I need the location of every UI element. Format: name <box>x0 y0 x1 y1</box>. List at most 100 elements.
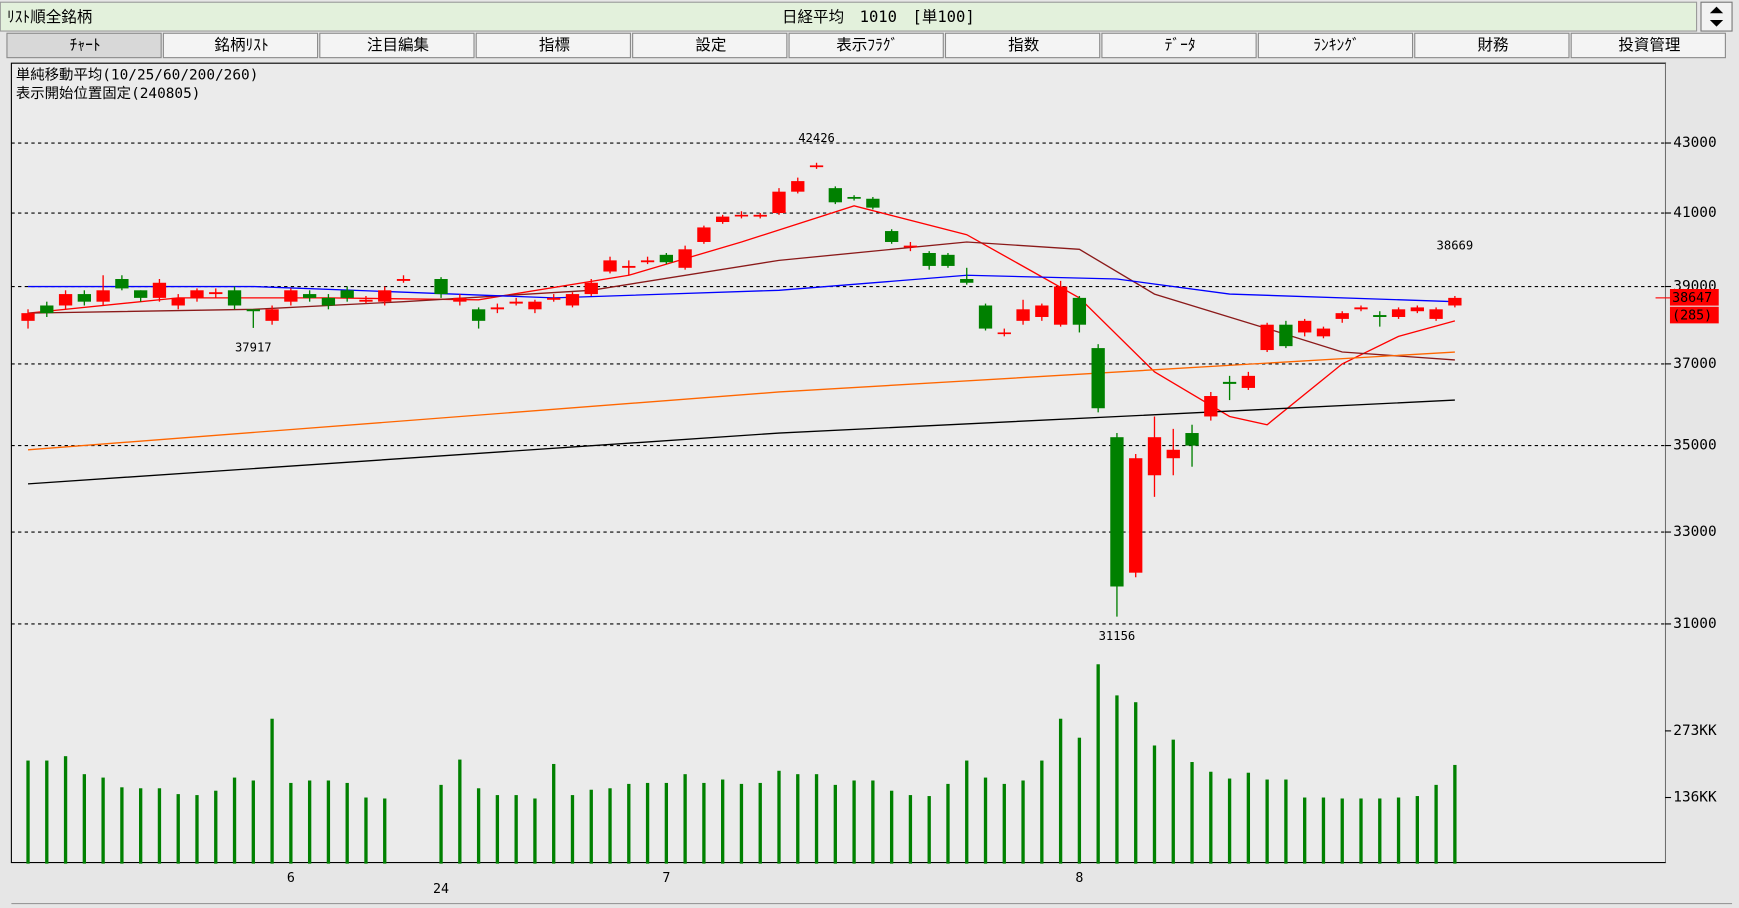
tab-label[interactable]: ﾃﾞｰﾀ <box>1165 36 1196 54</box>
tab-frame[interactable] <box>1257 32 1414 59</box>
candle-body <box>847 196 861 199</box>
tab-label[interactable]: 注目編集 <box>367 36 430 54</box>
candle-body <box>302 294 317 298</box>
volume-bar <box>1021 780 1025 864</box>
tab-frame[interactable] <box>1414 32 1570 59</box>
tab[interactable]: 表示ﾌﾗｸﾞ <box>788 32 944 59</box>
spin-arrows[interactable] <box>1709 6 1724 27</box>
tab-frame[interactable] <box>1570 32 1726 59</box>
volume-bar <box>645 782 650 864</box>
tab-frame[interactable] <box>475 32 631 59</box>
tab-frame[interactable] <box>632 32 788 59</box>
volume-bar <box>814 774 819 864</box>
candle-body <box>340 290 354 298</box>
candle-body <box>528 301 542 310</box>
y-tick-label: 35000 <box>1673 438 1716 454</box>
x-axis-label: 7 <box>662 871 670 886</box>
volume-bar <box>796 774 800 864</box>
tab[interactable]: 指数 <box>944 32 1101 59</box>
y-tick-label: 43000 <box>1673 135 1716 151</box>
tab-label[interactable]: 指標 <box>539 36 570 54</box>
tab-bar: ﾁｬｰﾄ 銘柄ﾘｽﾄ 注目編集 指標 設定 表示ﾌﾗｸﾞ 指数 ﾃﾞｰﾀ ﾗﾝｷﾝｸﾞ 財務 投資管… <box>6 32 1726 59</box>
tab-frame[interactable] <box>944 32 1101 59</box>
volume-bar <box>345 782 349 864</box>
volume-bar <box>270 718 274 864</box>
tab-label[interactable]: 指数 <box>1008 36 1040 54</box>
tab[interactable]: 設定 <box>632 32 788 59</box>
candle-body <box>941 254 955 266</box>
candle-body <box>884 231 899 242</box>
candle-body <box>1222 381 1237 384</box>
tab-frame[interactable] <box>6 32 162 59</box>
spin-button[interactable] <box>1700 1 1733 32</box>
tab-label[interactable]: 投資管理 <box>1618 36 1680 54</box>
tab-frame[interactable] <box>788 32 944 59</box>
tab[interactable]: ﾗﾝｷﾝｸﾞ <box>1257 32 1414 59</box>
volume-bar <box>176 794 180 864</box>
volume-bar <box>476 788 481 864</box>
volume-bar <box>664 782 669 864</box>
title-bar <box>0 1 1698 32</box>
candle-body <box>1185 433 1199 446</box>
tab-label[interactable]: ﾗﾝｷﾝｸﾞ <box>1313 36 1360 54</box>
candle-body <box>321 297 336 306</box>
candle-body <box>1335 313 1349 319</box>
tab-label[interactable]: 銘柄ﾘｽﾄ <box>214 36 268 54</box>
tab-label[interactable]: 表示ﾌﾗｸﾞ <box>836 36 898 54</box>
tab-frame[interactable] <box>319 32 475 59</box>
tab-frame[interactable] <box>1101 32 1257 59</box>
candle-body <box>284 290 298 302</box>
volume-bar <box>570 795 575 864</box>
spin-frame[interactable] <box>1700 1 1733 32</box>
candle-body <box>1316 328 1331 337</box>
volume-bar <box>157 788 162 864</box>
price-annotation: 31156 <box>1099 629 1136 643</box>
volume-bar <box>589 789 593 864</box>
tab[interactable]: ﾃﾞｰﾀ <box>1101 32 1257 59</box>
tab-label[interactable]: ﾁｬｰﾄ <box>70 36 101 54</box>
tab-label[interactable]: 財務 <box>1477 36 1509 54</box>
tab[interactable]: 銘柄ﾘｽﾄ <box>162 32 319 59</box>
moving-average-line <box>28 274 1455 303</box>
info-line: 表示開始位置固定(240805) <box>16 85 201 102</box>
volume-bar <box>533 798 537 864</box>
candle-body <box>734 214 749 217</box>
volume-bar <box>739 783 744 864</box>
candle-body <box>1410 307 1424 312</box>
change-badge <box>1669 306 1719 324</box>
candle-body <box>171 297 185 306</box>
volume-bar <box>608 788 612 864</box>
volume-bar <box>1058 718 1063 864</box>
tab-label[interactable]: 設定 <box>695 36 726 54</box>
candle-body <box>453 297 467 302</box>
candle-body <box>565 294 580 306</box>
tab[interactable]: 指標 <box>475 32 631 59</box>
volume-bar <box>101 777 105 864</box>
tab[interactable]: 財務 <box>1414 32 1570 59</box>
tab[interactable]: 注目編集 <box>319 32 475 59</box>
volume-bar <box>26 760 30 864</box>
tab[interactable]: 投資管理 <box>1570 32 1726 59</box>
volume-bar <box>1359 798 1363 864</box>
tab[interactable]: ﾁｬｰﾄ <box>6 32 162 59</box>
volume-bar <box>908 795 913 864</box>
volume-bar <box>1434 784 1438 864</box>
candle-body <box>209 292 223 295</box>
candle-body <box>753 214 767 217</box>
x-axis-label: 6 <box>287 871 295 886</box>
list-title: ﾘｽﾄ順全銘柄 <box>7 8 92 26</box>
candle-body <box>791 181 805 192</box>
volume-tick-label: 136KK <box>1673 790 1717 806</box>
candle-body <box>622 265 636 268</box>
y-tick-label: 31000 <box>1673 616 1716 632</box>
volume-bar <box>439 784 443 864</box>
tab-frame[interactable] <box>162 32 319 59</box>
volume-bar <box>702 782 706 864</box>
candle-body <box>265 309 279 321</box>
candle-body <box>40 305 54 314</box>
volume-bar <box>1096 664 1100 864</box>
price-annotation: 38669 <box>1437 238 1474 252</box>
y-tick-label: 33000 <box>1673 524 1716 540</box>
candle-body <box>1354 307 1368 310</box>
